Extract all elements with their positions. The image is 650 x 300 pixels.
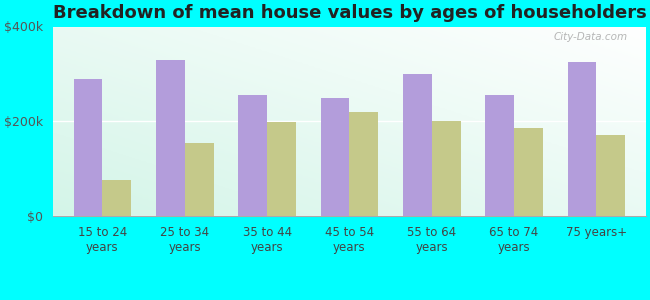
Bar — [597, 136, 625, 216]
Bar — [567, 62, 597, 216]
Bar — [432, 121, 461, 216]
Bar — [185, 142, 214, 216]
Bar — [320, 98, 350, 216]
Legend: Chalkville, Alabama: Chalkville, Alabama — [252, 297, 447, 300]
Bar — [514, 128, 543, 216]
Bar — [403, 74, 432, 216]
Bar — [239, 95, 267, 216]
Bar — [73, 79, 103, 216]
Text: City-Data.com: City-Data.com — [554, 32, 628, 42]
Title: Breakdown of mean house values by ages of householders: Breakdown of mean house values by ages o… — [53, 4, 646, 22]
Bar — [156, 60, 185, 216]
Bar — [267, 122, 296, 216]
Bar — [486, 95, 514, 216]
Bar — [103, 181, 131, 216]
Bar — [350, 112, 378, 216]
